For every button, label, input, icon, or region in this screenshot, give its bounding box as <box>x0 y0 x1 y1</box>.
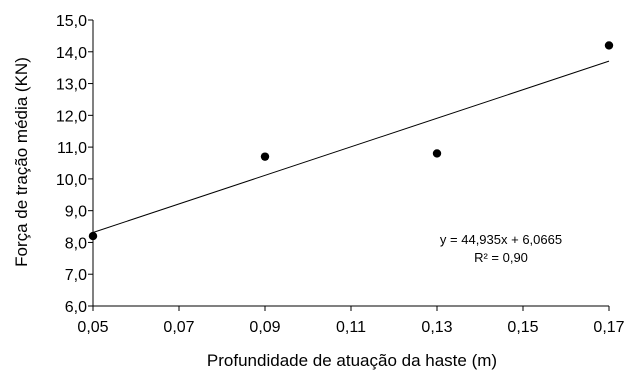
x-tick-label: 0,17 <box>593 319 624 336</box>
y-tick-label: 12,0 <box>56 108 87 125</box>
y-tick-label: 6,0 <box>65 299 87 316</box>
y-tick-label: 13,0 <box>56 77 87 94</box>
y-axis-title: Força de tração média (KN) <box>12 57 31 267</box>
x-tick-label: 0,07 <box>163 319 194 336</box>
y-tick-label: 11,0 <box>57 140 87 157</box>
data-point <box>260 152 270 161</box>
y-tick-label: 8,0 <box>65 235 87 252</box>
x-tick-label: 0,09 <box>249 319 280 336</box>
x-tick-label: 0,13 <box>421 319 452 336</box>
data-point <box>88 231 98 241</box>
r-squared-label: R² = 0,90 <box>474 250 528 265</box>
y-axis: 6,0 7,0 8,0 9,0 10,0 11,0 12,0 13,0 14,0 15,0 <box>56 13 94 316</box>
x-tick-label: 0,11 <box>336 319 366 336</box>
x-tick-label: 0,05 <box>77 319 108 336</box>
data-point <box>432 149 442 158</box>
data-point <box>604 41 614 50</box>
y-tick-label: 7,0 <box>65 267 87 284</box>
data-points <box>88 41 614 241</box>
trendline <box>92 60 610 233</box>
y-tick-label: 14,0 <box>56 45 87 62</box>
x-axis: 0,05 0,07 0,09 0,11 0,13 0,15 0,17 <box>77 305 625 336</box>
regression-equation: y = 44,935x + 6,0665 <box>440 232 562 247</box>
x-axis-title: Profundidade de atuação da haste (m) <box>207 351 497 370</box>
y-tick-label: 10,0 <box>56 172 87 189</box>
x-tick-label: 0,15 <box>507 319 538 336</box>
y-tick-label: 15,0 <box>56 13 87 30</box>
y-tick-label: 9,0 <box>65 204 87 221</box>
